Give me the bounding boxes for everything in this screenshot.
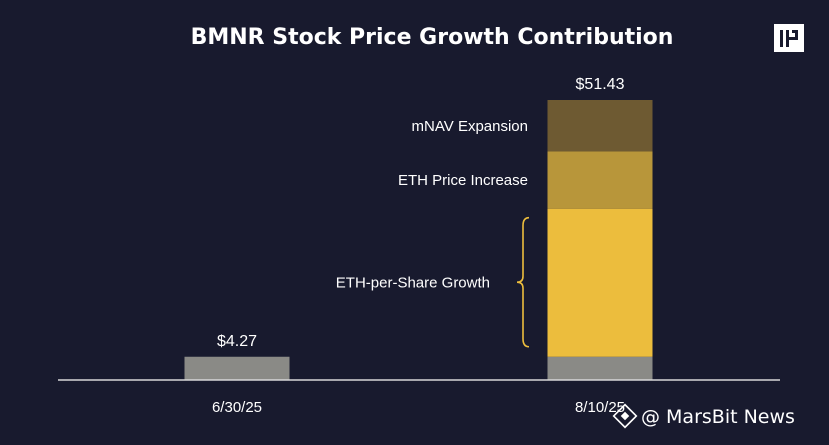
bars bbox=[184, 100, 653, 380]
chart-title: BMNR Stock Price Growth Contribution bbox=[191, 25, 674, 50]
bar-segment-eth-per-share-growth-1 bbox=[547, 208, 653, 357]
bar-segment-base-1 bbox=[547, 356, 653, 380]
watermark-text: @ MarsBit News bbox=[641, 406, 795, 428]
labels: $4.27 6/30/25 ETH-per-Share Growth ETH Pric… bbox=[212, 76, 625, 416]
x-tick-label-0: 6/30/25 bbox=[212, 399, 262, 416]
bar-total-label-0: $4.27 bbox=[217, 333, 257, 350]
eth-per-share-bracket bbox=[516, 216, 530, 348]
segment-label-eth-per-share-growth: ETH-per-Share Growth bbox=[336, 275, 490, 292]
bar-segment-mnav-expansion-1 bbox=[547, 100, 653, 152]
pantera-logo-icon bbox=[774, 24, 804, 52]
segment-label-eth-price-increase: ETH Price Increase bbox=[398, 172, 528, 189]
bar-segment-eth-price-increase-1 bbox=[547, 151, 653, 209]
watermark: @ MarsBit News bbox=[612, 403, 795, 429]
bar-segment-base-0 bbox=[184, 356, 290, 380]
x-tick-label-1: 8/10/25 bbox=[575, 399, 625, 416]
segment-label-mnav-expansion: mNAV Expansion bbox=[412, 118, 528, 135]
bar-total-label-1: $51.43 bbox=[576, 76, 625, 93]
